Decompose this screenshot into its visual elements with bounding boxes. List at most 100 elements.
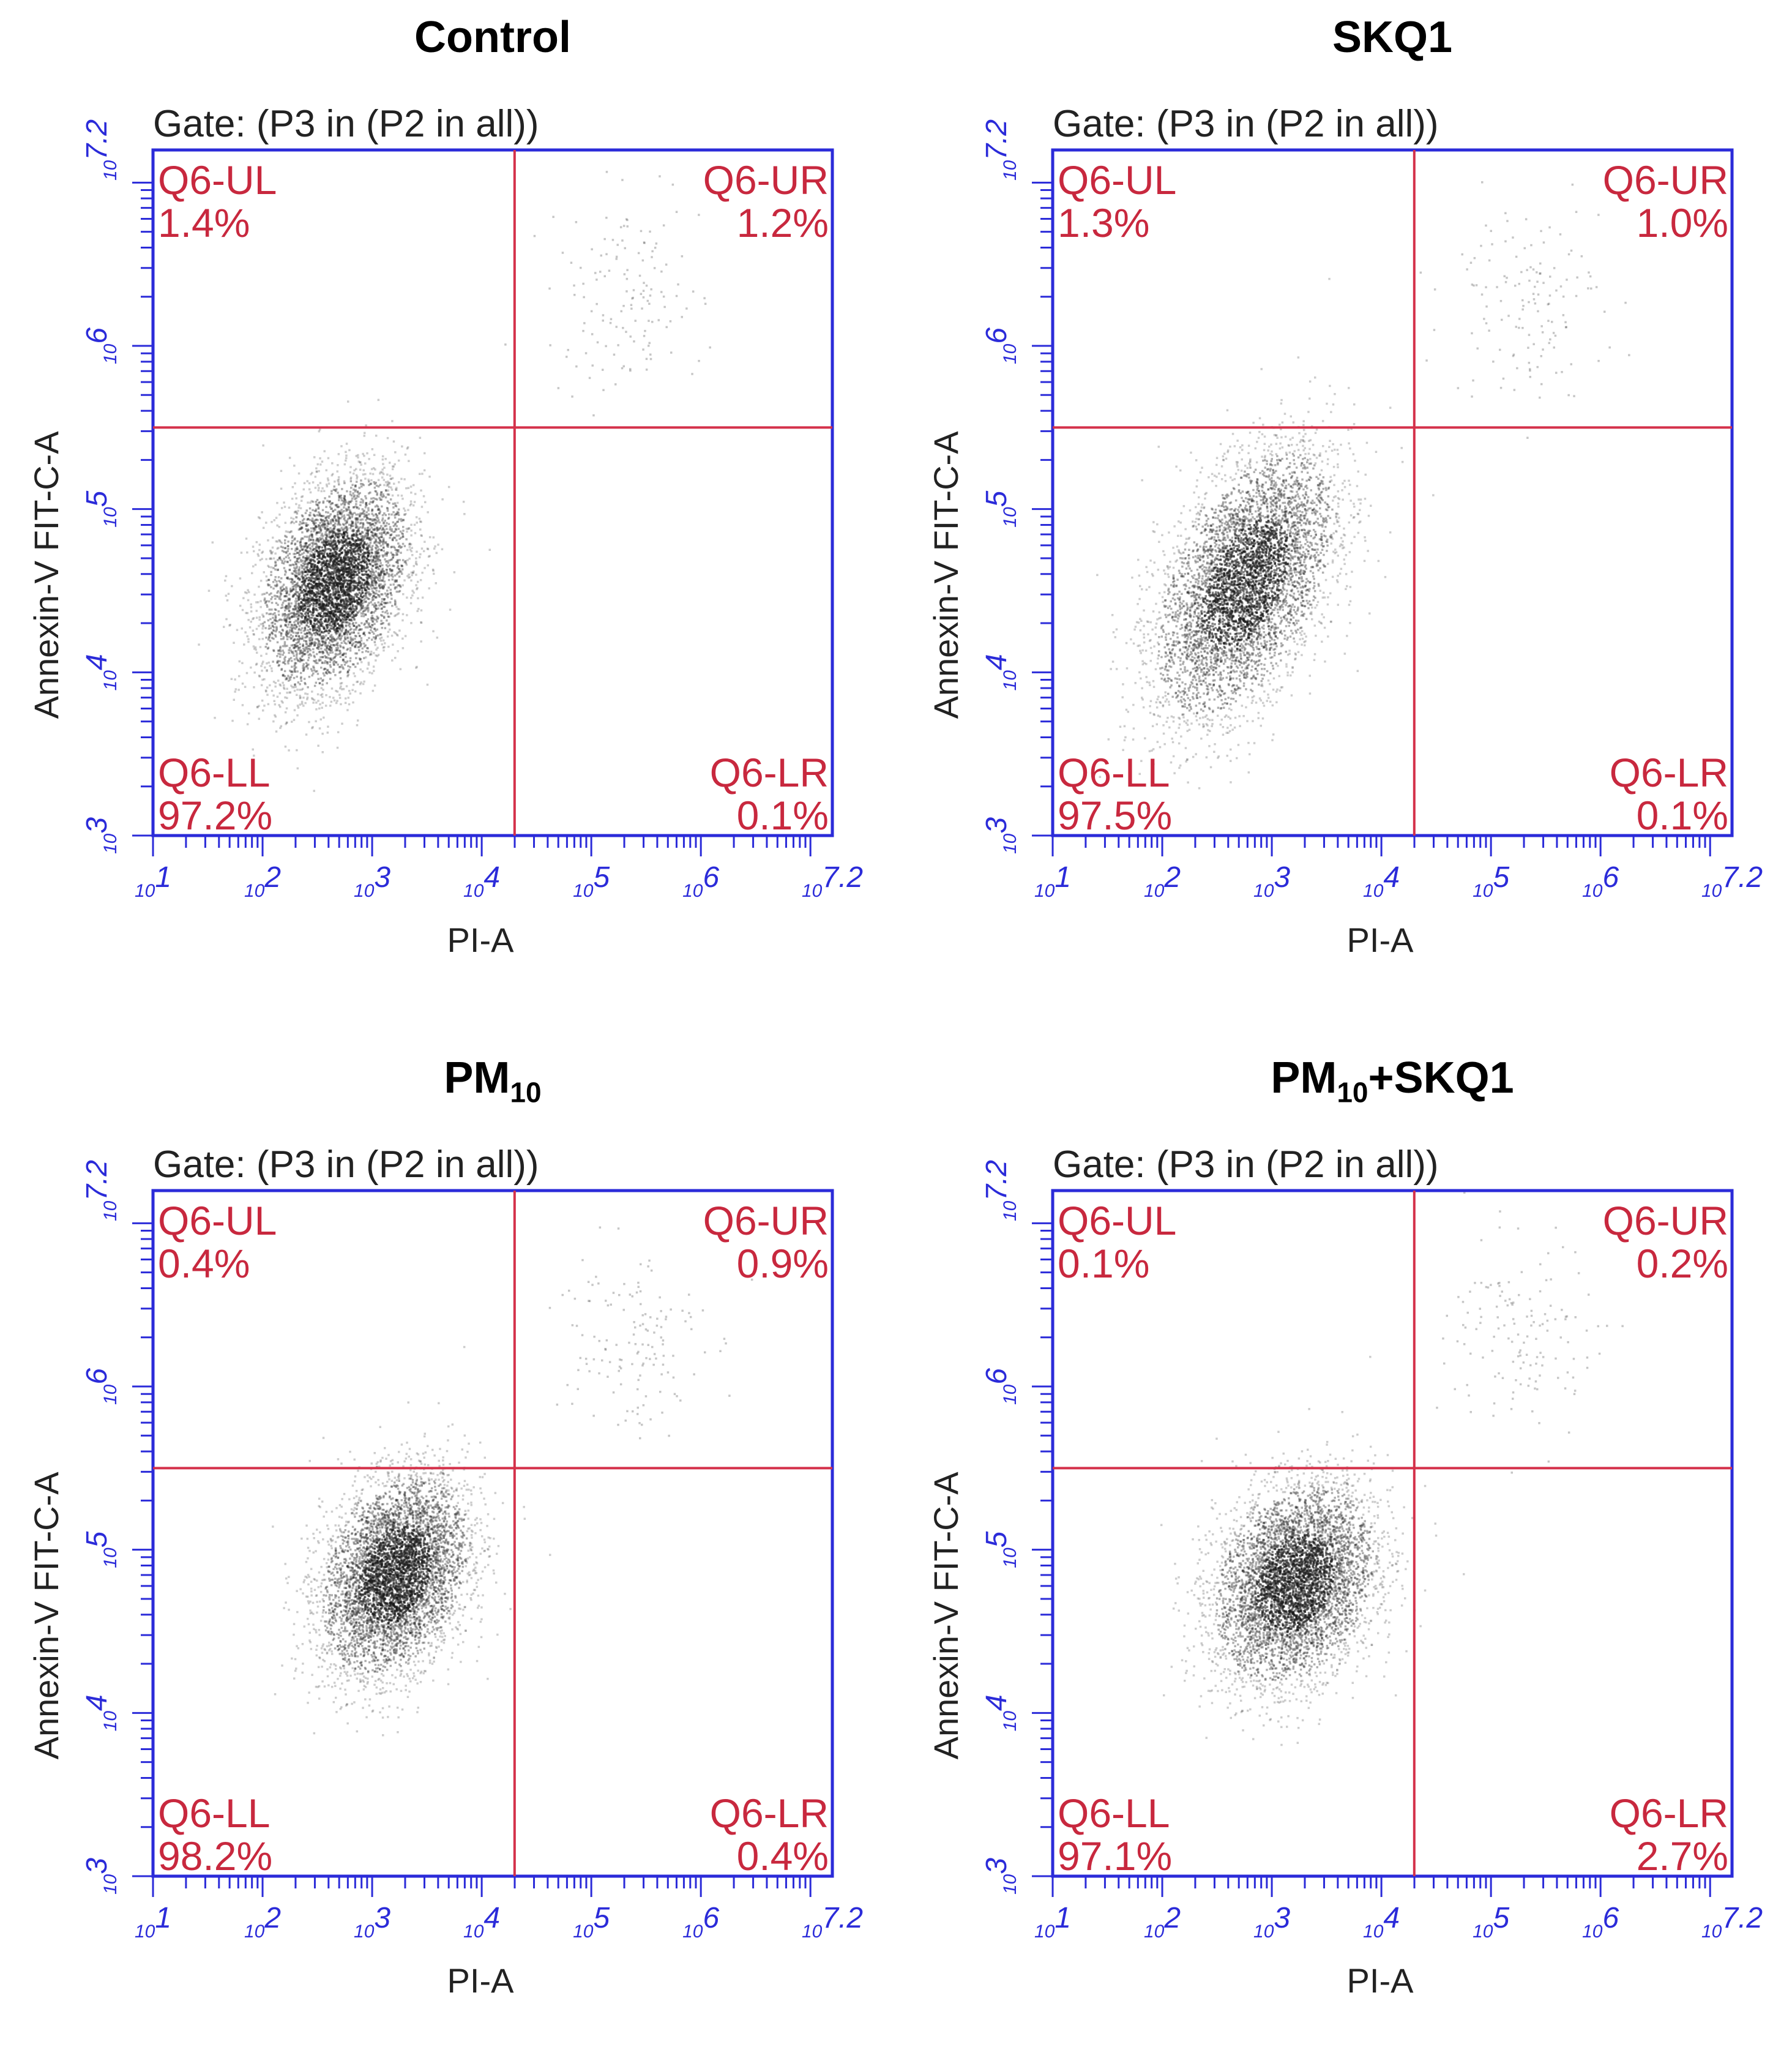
scatter-point <box>327 637 329 640</box>
scatter-point <box>379 565 381 567</box>
scatter-point <box>289 591 292 593</box>
scatter-point <box>327 653 330 656</box>
scatter-point <box>374 556 376 559</box>
scatter-point <box>346 529 348 532</box>
scatter-point <box>375 546 377 549</box>
scatter-point <box>321 515 324 517</box>
scatter-point <box>259 646 262 648</box>
scatter-point <box>330 596 332 599</box>
scatter-point <box>294 645 297 648</box>
scatter-point <box>316 623 318 625</box>
scatter-point <box>375 547 378 550</box>
scatter-point <box>330 474 334 477</box>
scatter-point <box>328 624 331 627</box>
scatter-point <box>398 569 401 572</box>
scatter-point <box>411 547 413 549</box>
scatter-point <box>297 706 300 709</box>
scatter-point <box>364 506 367 509</box>
scatter-point <box>318 596 321 599</box>
scatter-point <box>299 587 301 590</box>
scatter-point <box>373 579 376 582</box>
scatter-point <box>360 482 362 485</box>
scatter-point <box>388 573 390 575</box>
scatter-point <box>250 606 253 608</box>
scatter-point <box>360 537 364 540</box>
scatter-point <box>289 612 292 615</box>
scatter-point <box>337 519 340 522</box>
scatter-point <box>324 517 327 519</box>
scatter-point <box>318 470 320 473</box>
scatter-point <box>343 633 345 636</box>
scatter-point <box>345 525 347 528</box>
scatter-point <box>374 552 377 555</box>
scatter-point <box>310 641 313 644</box>
scatter-point <box>283 567 286 569</box>
scatter-point <box>270 592 272 595</box>
scatter-point <box>400 495 403 497</box>
scatter-point <box>322 555 324 558</box>
scatter-point <box>305 550 308 552</box>
scatter-point <box>316 609 319 612</box>
scatter-point <box>338 616 340 619</box>
scatter-point <box>337 618 340 621</box>
scatter-point <box>366 580 368 582</box>
scatter-point <box>308 558 312 561</box>
scatter-point <box>358 571 360 574</box>
scatter-point <box>288 564 291 567</box>
scatter-point <box>354 635 357 637</box>
scatter-point <box>380 570 383 572</box>
scatter-point <box>358 544 361 547</box>
scatter-point <box>372 559 375 561</box>
scatter-point <box>319 601 321 604</box>
scatter-point <box>321 600 323 603</box>
scatter-point <box>292 596 294 598</box>
scatter-point <box>379 574 382 577</box>
scatter-point <box>365 581 368 583</box>
scatter-point <box>315 702 318 704</box>
scatter-point <box>353 566 356 569</box>
scatter-point <box>397 542 400 545</box>
scatter-point <box>277 576 280 578</box>
scatter-point <box>297 591 300 594</box>
scatter-point <box>356 613 358 616</box>
scatter-point <box>266 605 269 608</box>
scatter-point <box>348 583 351 586</box>
scatter-point <box>271 608 273 611</box>
scatter-point <box>312 580 314 583</box>
scatter-point <box>335 613 337 616</box>
scatter-point <box>369 653 372 656</box>
scatter-point <box>334 578 337 582</box>
scatter-point <box>330 636 332 638</box>
scatter-point <box>267 539 269 542</box>
scatter-point <box>346 604 349 607</box>
scatter-point <box>360 479 362 482</box>
scatter-point <box>296 632 299 635</box>
scatter-point <box>287 604 290 607</box>
scatter-point <box>318 626 321 629</box>
scatter-point <box>284 606 286 608</box>
scatter-point <box>410 622 413 624</box>
scatter-point <box>319 514 321 516</box>
scatter-point <box>351 555 354 558</box>
scatter-point <box>408 573 410 576</box>
scatter-point <box>289 657 293 659</box>
scatter-point <box>302 515 304 518</box>
scatter-point <box>355 519 357 522</box>
scatter-point <box>283 617 286 620</box>
scatter-point <box>397 608 399 610</box>
scatter-point <box>337 575 340 578</box>
scatter-point <box>349 542 352 544</box>
scatter-point <box>286 599 289 602</box>
scatter-point <box>354 484 357 487</box>
scatter-point <box>333 587 336 589</box>
scatter-point <box>381 514 384 517</box>
scatter-point <box>345 612 348 615</box>
scatter-point <box>327 610 330 613</box>
scatter-point <box>349 597 351 600</box>
scatter-point <box>256 706 259 709</box>
scatter-point <box>277 613 280 616</box>
scatter-point <box>348 622 351 624</box>
scatter-point <box>328 583 330 586</box>
scatter-point <box>381 458 384 461</box>
scatter-point <box>377 552 380 555</box>
